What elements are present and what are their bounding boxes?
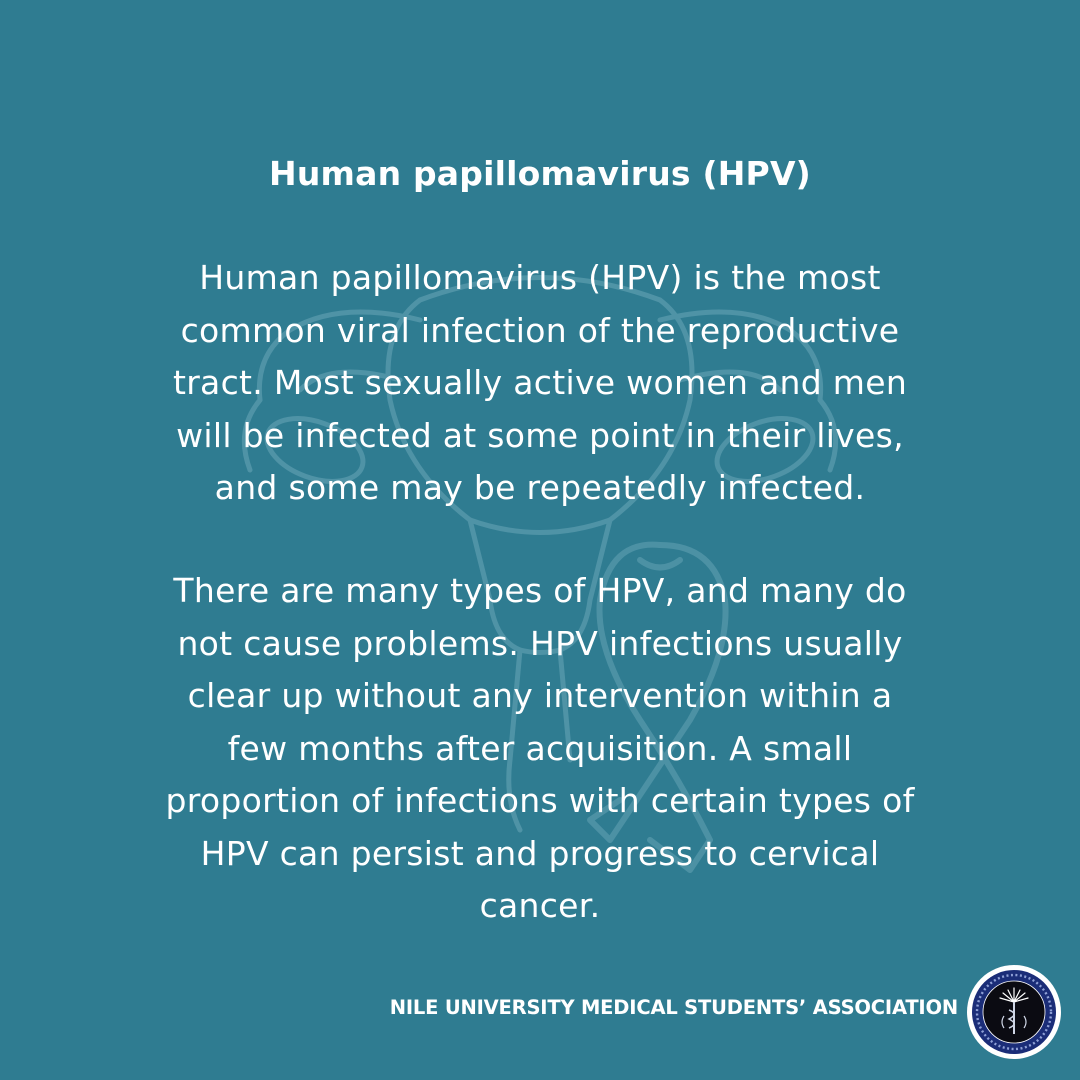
intro-paragraph: Human papillomavirus (HPV) is the most c… (172, 258, 908, 507)
footer-organization-name: NILE UNIVERSITY MEDICAL STUDENTS’ ASSOCI… (389, 996, 958, 1019)
page-title: Human papillomavirus (HPV) (269, 154, 811, 193)
association-seal-icon (967, 965, 1061, 1059)
types-paragraph: There are many types of HPV, and many do… (165, 571, 915, 925)
awareness-ribbon-icon (587, 541, 729, 873)
